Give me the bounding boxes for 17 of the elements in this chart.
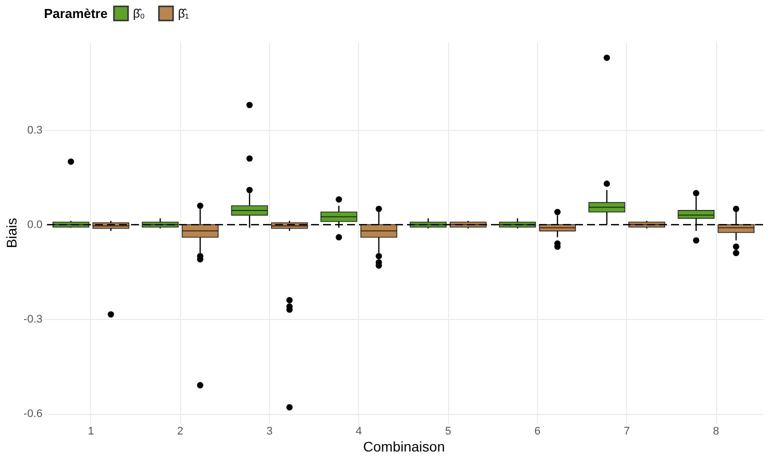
legend-title: Paramètre bbox=[44, 6, 108, 21]
y-tick-label: -0.6 bbox=[24, 408, 42, 420]
x-tick-label: 7 bbox=[624, 426, 630, 438]
x-tick-label: 1 bbox=[88, 426, 94, 438]
x-tick-label: 4 bbox=[356, 426, 362, 438]
x-tick-label: 6 bbox=[534, 426, 541, 438]
legend-label: β̂₁ bbox=[178, 6, 189, 20]
y-tick-label: 0.0 bbox=[27, 219, 42, 232]
y-tick-label: 0.3 bbox=[27, 124, 42, 137]
y-axis-title: Biais bbox=[4, 218, 20, 248]
x-tick-label: 2 bbox=[177, 426, 184, 438]
x-tick-label: 8 bbox=[713, 426, 720, 438]
x-axis-title: Combinaison bbox=[363, 438, 445, 454]
y-tick-label: -0.3 bbox=[24, 314, 42, 326]
legend-label: β̂₀ bbox=[133, 6, 145, 20]
x-tick-label: 5 bbox=[445, 426, 452, 438]
x-tick-label: 3 bbox=[266, 426, 273, 438]
